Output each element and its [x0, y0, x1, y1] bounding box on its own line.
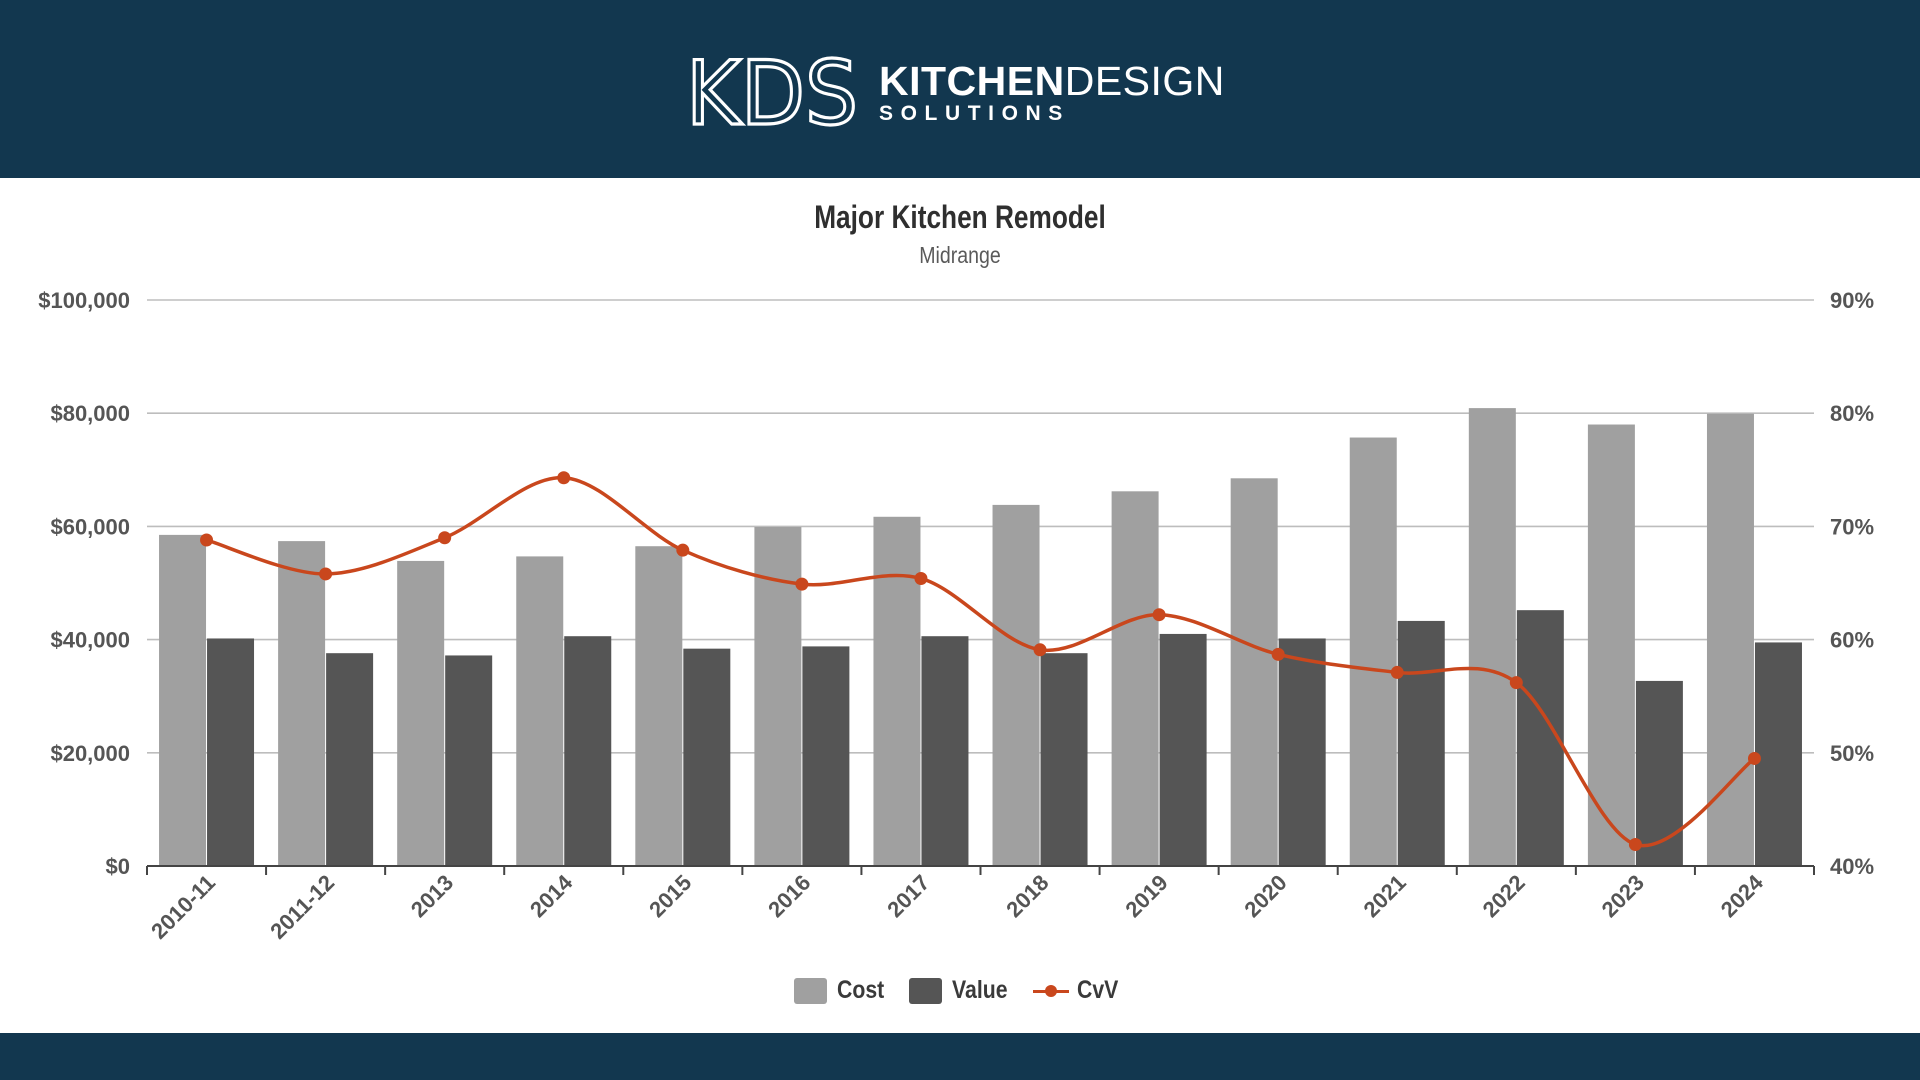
bar-cost	[1468, 408, 1516, 866]
x-tick-label: 2015	[644, 870, 696, 922]
y-left-tick-label: $60,000	[50, 514, 130, 539]
bar-layer	[159, 408, 1802, 866]
bar-value	[326, 653, 374, 866]
bar-value	[1159, 633, 1207, 866]
company-logo: KDS KITCHENDESIGN SOLUTIONS	[686, 50, 1225, 136]
line-layer	[200, 471, 1761, 851]
cvv-point	[319, 567, 333, 581]
bar-value	[445, 655, 493, 866]
chart-title: Major Kitchen Remodel	[814, 199, 1106, 235]
y-left-tick-label: $100,000	[38, 288, 130, 313]
y-right-tick-label: 70%	[1830, 514, 1874, 539]
bar-cost	[1349, 437, 1397, 866]
bar-cost	[516, 556, 564, 866]
legend-label-cvv: CvV	[1077, 976, 1119, 1004]
bar-cost	[1587, 424, 1635, 866]
bar-cost	[635, 546, 683, 866]
cvv-point	[1033, 643, 1047, 657]
y-left-tick-label: $0	[106, 854, 130, 879]
legend-swatch-cvv	[1033, 978, 1070, 1004]
header-banner: KDS KITCHENDESIGN SOLUTIONS	[0, 0, 1920, 178]
bar-value	[1754, 642, 1802, 866]
x-tick-label: 2022	[1478, 870, 1530, 922]
x-tick-label: 2016	[763, 870, 815, 922]
x-tick-label: 2021	[1358, 870, 1410, 922]
cvv-point	[914, 571, 928, 585]
bar-cost	[1706, 413, 1754, 866]
chart-legend: Cost Value CvV	[0, 976, 1920, 1005]
grid-layer	[147, 299, 1814, 754]
bar-cost	[1230, 478, 1278, 866]
bar-value	[1635, 680, 1683, 866]
cvv-point	[1152, 608, 1166, 622]
cvv-point	[200, 533, 214, 547]
cvv-point	[1390, 665, 1404, 679]
brand-light: DESIGN	[1064, 57, 1225, 104]
logo-mark-text: KDS	[686, 50, 858, 136]
cvv-point	[1747, 751, 1761, 765]
bar-value	[1397, 620, 1445, 866]
bar-value	[207, 638, 255, 866]
cvv-point	[1271, 647, 1285, 661]
y-left-tick-label: $20,000	[50, 741, 130, 766]
chart-canvas: $0 40% $20,000 50% $40,000 60% $60,000 70% $80,0…	[38, 288, 1874, 944]
y-right-tick-label: 90%	[1830, 288, 1874, 313]
cvv-point	[1509, 676, 1523, 690]
legend-swatch-cost	[794, 977, 828, 1004]
x-tick-label: 2020	[1239, 870, 1291, 922]
x-tick-label: 2018	[1001, 870, 1053, 922]
cvv-point	[438, 531, 452, 545]
bar-value	[921, 636, 969, 866]
x-tick-label: 2010-11	[146, 870, 220, 944]
cvv-point	[557, 471, 571, 485]
legend-item-cost: Cost	[794, 976, 893, 1005]
bar-cost	[992, 504, 1040, 866]
bar-cost	[278, 541, 326, 866]
footer-banner	[0, 1033, 1920, 1080]
y-right-tick-label: 80%	[1830, 401, 1874, 426]
bar-value	[564, 636, 612, 866]
x-tick-label: 2017	[882, 870, 934, 922]
bar-cost	[159, 534, 207, 866]
brand-sub: SOLUTIONS	[879, 101, 1070, 125]
legend-label-cost: Cost	[837, 976, 885, 1004]
legend-item-cvv: CvV	[1033, 976, 1126, 1005]
legend-item-value: Value	[908, 976, 1017, 1005]
cvv-point	[795, 577, 809, 591]
axis-layer	[146, 865, 1815, 875]
cvv-point	[676, 543, 690, 557]
bar-value	[1040, 653, 1088, 866]
bar-value	[683, 648, 731, 866]
kds-logo-mark: KDS	[686, 50, 860, 136]
chart-subtitle: Midrange	[919, 242, 1001, 268]
legend-swatch-value	[908, 977, 942, 1004]
bar-value	[802, 646, 850, 866]
logo-wordmark: KITCHENDESIGN SOLUTIONS	[879, 57, 1225, 126]
bar-cost	[1111, 491, 1159, 866]
legend-label-value: Value	[951, 976, 1008, 1004]
y-left-tick-label: $40,000	[50, 628, 130, 653]
brand-strong: KITCHEN	[879, 57, 1065, 104]
y-right-tick-label: 50%	[1830, 741, 1874, 766]
y-right-tick-label: 60%	[1830, 628, 1874, 653]
bar-value	[1278, 638, 1326, 866]
x-tick-label: 2013	[406, 870, 458, 922]
bar-cost	[873, 516, 921, 866]
x-tick-label: 2011-12	[265, 870, 339, 944]
cvv-point	[1628, 837, 1642, 851]
y-right-tick-label: 40%	[1830, 854, 1874, 879]
x-tick-label: 2019	[1120, 870, 1172, 922]
y-left-tick-label: $80,000	[50, 401, 130, 426]
x-tick-label: 2014	[525, 869, 578, 922]
bar-cost	[397, 560, 445, 866]
x-tick-label: 2024	[1716, 869, 1769, 922]
x-tick-label: 2023	[1597, 870, 1649, 922]
